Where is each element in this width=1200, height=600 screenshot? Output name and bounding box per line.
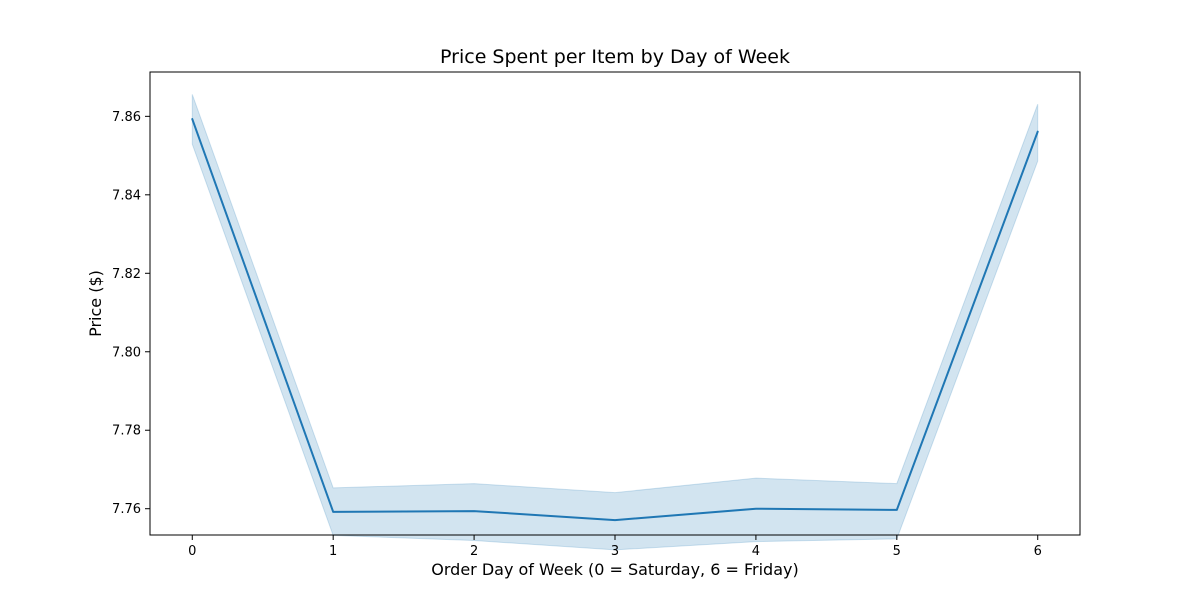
x-axis-label: Order Day of Week (0 = Saturday, 6 = Fri… <box>431 560 798 579</box>
series-0-line <box>191 118 1039 522</box>
chart-title: Price Spent per Item by Day of Week <box>440 46 790 68</box>
x-tick-label: 1 <box>329 544 337 559</box>
plot-area <box>191 94 1039 551</box>
x-tick-label: 0 <box>188 544 196 559</box>
x-tick-label: 5 <box>893 544 901 559</box>
y-tick-label: 7.78 <box>112 424 141 439</box>
data-point <box>896 509 898 511</box>
y-tick-label: 7.76 <box>112 502 141 517</box>
y-tick-label: 7.84 <box>112 188 141 203</box>
y-axis-label: Price ($) <box>86 270 105 337</box>
x-tick-label: 4 <box>752 544 760 559</box>
data-point <box>473 510 475 512</box>
x-tick-label: 2 <box>470 544 478 559</box>
x-axis: 0 1 2 3 4 5 6 <box>188 535 1042 559</box>
data-point <box>332 511 334 513</box>
y-tick-label: 7.80 <box>112 345 141 360</box>
data-point <box>191 118 193 120</box>
y-tick-label: 7.82 <box>112 267 141 282</box>
series-0-confidence-band <box>191 94 1039 551</box>
data-point <box>614 519 616 521</box>
y-axis: 7.76 7.78 7.80 7.82 7.84 7.86 <box>112 110 150 517</box>
y-tick-label: 7.86 <box>112 110 141 125</box>
x-tick-label: 3 <box>611 544 619 559</box>
data-point <box>1037 130 1039 132</box>
data-point <box>755 508 757 510</box>
x-tick-label: 6 <box>1034 544 1042 559</box>
